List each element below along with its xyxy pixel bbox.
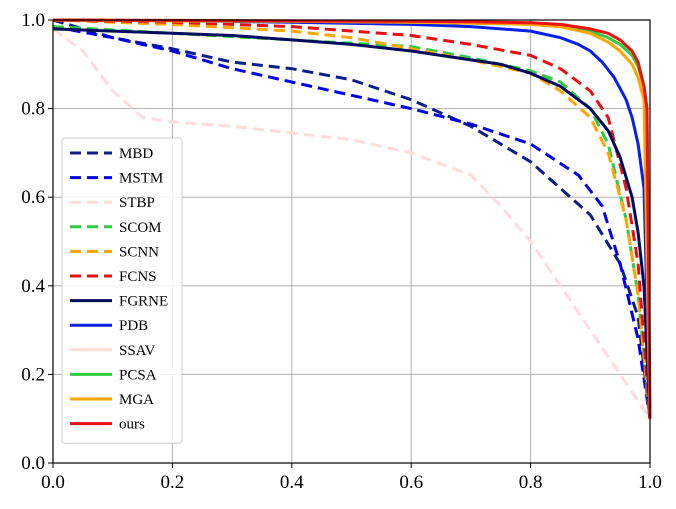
x-tick-label: 1.0	[638, 472, 662, 493]
legend-label: STBP	[119, 195, 155, 211]
legend: MBD MSTM STBP SCOM SCNN FCNS FGRNE PDB SSAV PCSA M…	[61, 137, 183, 444]
series-line-scom	[52, 25, 652, 419]
x-tick-label: 0.6	[399, 472, 423, 493]
legend-label: MSTM	[119, 171, 163, 187]
axis-ticks: 0.0 0.2 0.4 0.6 0.8 1.0 0.0 0.2 0.4 0.6 0.8 1.0	[21, 10, 662, 493]
legend-label: PCSA	[119, 367, 157, 383]
x-tick-label: 0.8	[519, 472, 543, 493]
x-tick-label: 0.4	[280, 472, 304, 493]
series-line-ours	[52, 18, 652, 419]
x-tick-label: 0.0	[41, 472, 65, 493]
legend-label: FGRNE	[119, 294, 168, 310]
legend-box	[61, 137, 183, 444]
series-line-fgrne	[52, 27, 652, 419]
series-line-pdb	[52, 18, 652, 419]
y-tick-label: 0.0	[21, 453, 45, 474]
series-line-fcns	[52, 18, 652, 419]
y-tick-label: 0.4	[21, 276, 45, 297]
legend-label: MBD	[119, 146, 153, 162]
legend-label: MGA	[119, 392, 154, 408]
series-line-mstm	[52, 25, 652, 419]
legend-label: ours	[119, 417, 145, 433]
legend-label: FCNS	[119, 269, 157, 285]
x-tick-label: 0.2	[161, 472, 185, 493]
y-tick-label: 1.0	[21, 10, 45, 31]
y-tick-label: 0.2	[21, 364, 45, 385]
series-line-stbp	[52, 27, 652, 420]
plot-frame	[52, 19, 651, 464]
legend-label: SCNN	[119, 244, 159, 260]
curves	[52, 18, 652, 420]
y-tick-label: 0.6	[21, 187, 45, 208]
legend-label: PDB	[119, 318, 148, 334]
y-tick-label: 0.8	[21, 99, 45, 120]
legend-label: SSAV	[119, 343, 156, 359]
legend-label: SCOM	[119, 220, 162, 236]
